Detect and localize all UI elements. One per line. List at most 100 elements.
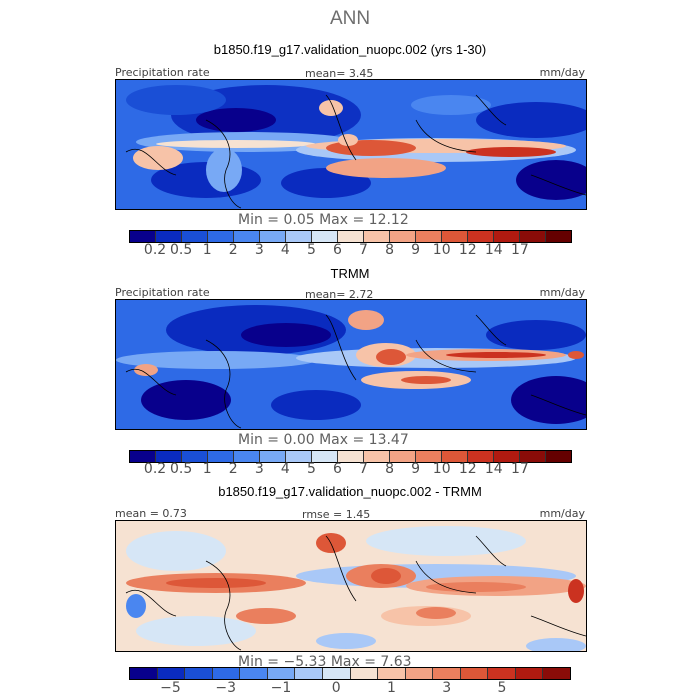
colorbar-tick-label: 17 bbox=[510, 461, 529, 477]
colorbar-tick-label: 14 bbox=[484, 461, 503, 477]
panel1-colorbar-ticks: 0.2 0.5 1 2 3 4 5 6 7 8 9 10 12 14 17 bbox=[0, 242, 700, 260]
colorbar-tick-label: 3 bbox=[254, 461, 264, 477]
colorbar-swatch bbox=[312, 451, 338, 462]
colorbar-tick-label: 8 bbox=[385, 461, 395, 477]
colorbar-swatch bbox=[286, 451, 312, 462]
panel1-title: b1850.f19_g17.validation_nuopc.002 (yrs … bbox=[213, 42, 487, 57]
panel2-left-label: Precipitation rate bbox=[115, 286, 210, 299]
colorbar-tick-label: 0.2 bbox=[143, 461, 167, 477]
panel2-units: mm/day bbox=[539, 286, 585, 299]
colorbar-swatch bbox=[494, 451, 520, 462]
colorbar-tick-label: 2 bbox=[228, 242, 238, 258]
colorbar-tick-label: 6 bbox=[333, 461, 342, 477]
panel2-minmax: Min = 0.00 Max = 13.47 bbox=[238, 432, 409, 448]
colorbar-swatch bbox=[468, 231, 494, 242]
panel3-map bbox=[115, 520, 587, 652]
panel2-map bbox=[115, 299, 587, 430]
colorbar-tick-label: 9 bbox=[411, 461, 421, 477]
colorbar-swatch bbox=[543, 668, 570, 679]
colorbar-swatch bbox=[208, 451, 234, 462]
colorbar-tick-label: 9 bbox=[411, 242, 421, 258]
colorbar-swatch bbox=[405, 668, 434, 679]
colorbar-swatch bbox=[390, 451, 416, 462]
colorbar-swatch bbox=[468, 451, 494, 462]
colorbar-swatch bbox=[157, 668, 186, 679]
panel3-minmax: Min = −5.33 Max = 7.63 bbox=[238, 654, 412, 670]
panel1-map bbox=[115, 79, 587, 210]
colorbar-swatch bbox=[338, 451, 364, 462]
colorbar-swatch bbox=[130, 668, 158, 679]
colorbar-tick-label: −3 bbox=[215, 680, 237, 696]
colorbar-tick-label: 4 bbox=[280, 461, 290, 477]
panel1-colorbar bbox=[129, 230, 572, 243]
colorbar-swatch bbox=[350, 668, 379, 679]
colorbar-tick-label: 3 bbox=[254, 242, 264, 258]
colorbar-swatch bbox=[286, 231, 312, 242]
panel1-minmax: Min = 0.05 Max = 12.12 bbox=[238, 212, 409, 228]
panel2-colorbar-ticks: 0.2 0.5 1 2 3 4 5 6 7 8 9 10 12 14 17 bbox=[0, 461, 700, 479]
colorbar-swatch bbox=[267, 668, 296, 679]
colorbar-tick-label: 5 bbox=[306, 461, 316, 477]
colorbar-tick-label: 3 bbox=[442, 680, 452, 696]
colorbar-swatch bbox=[260, 231, 286, 242]
colorbar-swatch bbox=[130, 451, 156, 462]
panel1-units: mm/day bbox=[539, 66, 585, 79]
colorbar-swatch bbox=[156, 231, 182, 242]
panel3-title: b1850.f19_g17.validation_nuopc.002 - TRM… bbox=[218, 484, 482, 499]
colorbar-swatch bbox=[182, 451, 208, 462]
panel3-rmse: rmse = 1.45 bbox=[302, 508, 371, 521]
colorbar-swatch bbox=[546, 451, 571, 462]
colorbar-tick-label: 12 bbox=[458, 242, 477, 258]
colorbar-swatch bbox=[338, 231, 364, 242]
panel3-colorbar-ticks: −5 −3 −1 0 1 3 5 bbox=[0, 680, 700, 698]
panel2-title: TRMM bbox=[330, 266, 370, 281]
colorbar-tick-label: 12 bbox=[458, 461, 477, 477]
panel1-left-label: Precipitation rate bbox=[115, 66, 210, 79]
colorbar-tick-label: −5 bbox=[160, 680, 181, 696]
colorbar-tick-label: 6 bbox=[333, 242, 342, 258]
colorbar-swatch bbox=[546, 231, 571, 242]
colorbar-swatch bbox=[442, 451, 468, 462]
colorbar-swatch bbox=[433, 668, 461, 679]
colorbar-swatch bbox=[234, 451, 260, 462]
colorbar-tick-label: 10 bbox=[432, 242, 451, 258]
panel2-mean: mean= 2.72 bbox=[305, 288, 374, 301]
colorbar-swatch bbox=[390, 231, 416, 242]
panel2-colorbar bbox=[129, 450, 572, 463]
colorbar-swatch bbox=[416, 231, 442, 242]
panel3-mean: mean = 0.73 bbox=[115, 507, 187, 520]
colorbar-tick-label: 1 bbox=[202, 461, 212, 477]
colorbar-swatch bbox=[240, 668, 268, 679]
colorbar-swatch bbox=[208, 231, 234, 242]
panel3-colorbar bbox=[129, 667, 571, 680]
panel1-mean: mean= 3.45 bbox=[305, 67, 374, 80]
colorbar-tick-label: 10 bbox=[432, 461, 451, 477]
colorbar-tick-label: 0 bbox=[331, 680, 341, 696]
colorbar-tick-label: 14 bbox=[484, 242, 503, 258]
colorbar-swatch bbox=[212, 668, 241, 679]
panel3-units: mm/day bbox=[539, 507, 585, 520]
colorbar-tick-label: 2 bbox=[228, 461, 238, 477]
colorbar-tick-label: 7 bbox=[359, 461, 368, 477]
colorbar-swatch bbox=[460, 668, 489, 679]
colorbar-tick-label: 4 bbox=[280, 242, 290, 258]
colorbar-swatch bbox=[364, 451, 390, 462]
colorbar-tick-label: 8 bbox=[385, 242, 395, 258]
panel2-field bbox=[116, 300, 586, 429]
season-title: ANN bbox=[329, 8, 371, 29]
colorbar-swatch bbox=[185, 668, 213, 679]
colorbar-tick-label: 0.5 bbox=[169, 461, 193, 477]
colorbar-tick-label: 17 bbox=[510, 242, 529, 258]
colorbar-swatch bbox=[520, 451, 546, 462]
colorbar-swatch bbox=[182, 231, 208, 242]
panel3-field bbox=[116, 521, 586, 651]
colorbar-swatch bbox=[416, 451, 442, 462]
colorbar-swatch bbox=[234, 231, 260, 242]
colorbar-swatch bbox=[322, 668, 351, 679]
colorbar-swatch bbox=[520, 231, 546, 242]
colorbar-swatch bbox=[442, 231, 468, 242]
colorbar-swatch bbox=[156, 451, 182, 462]
colorbar-swatch bbox=[312, 231, 338, 242]
colorbar-tick-label: 1 bbox=[202, 242, 212, 258]
colorbar-tick-label: −1 bbox=[270, 680, 292, 696]
